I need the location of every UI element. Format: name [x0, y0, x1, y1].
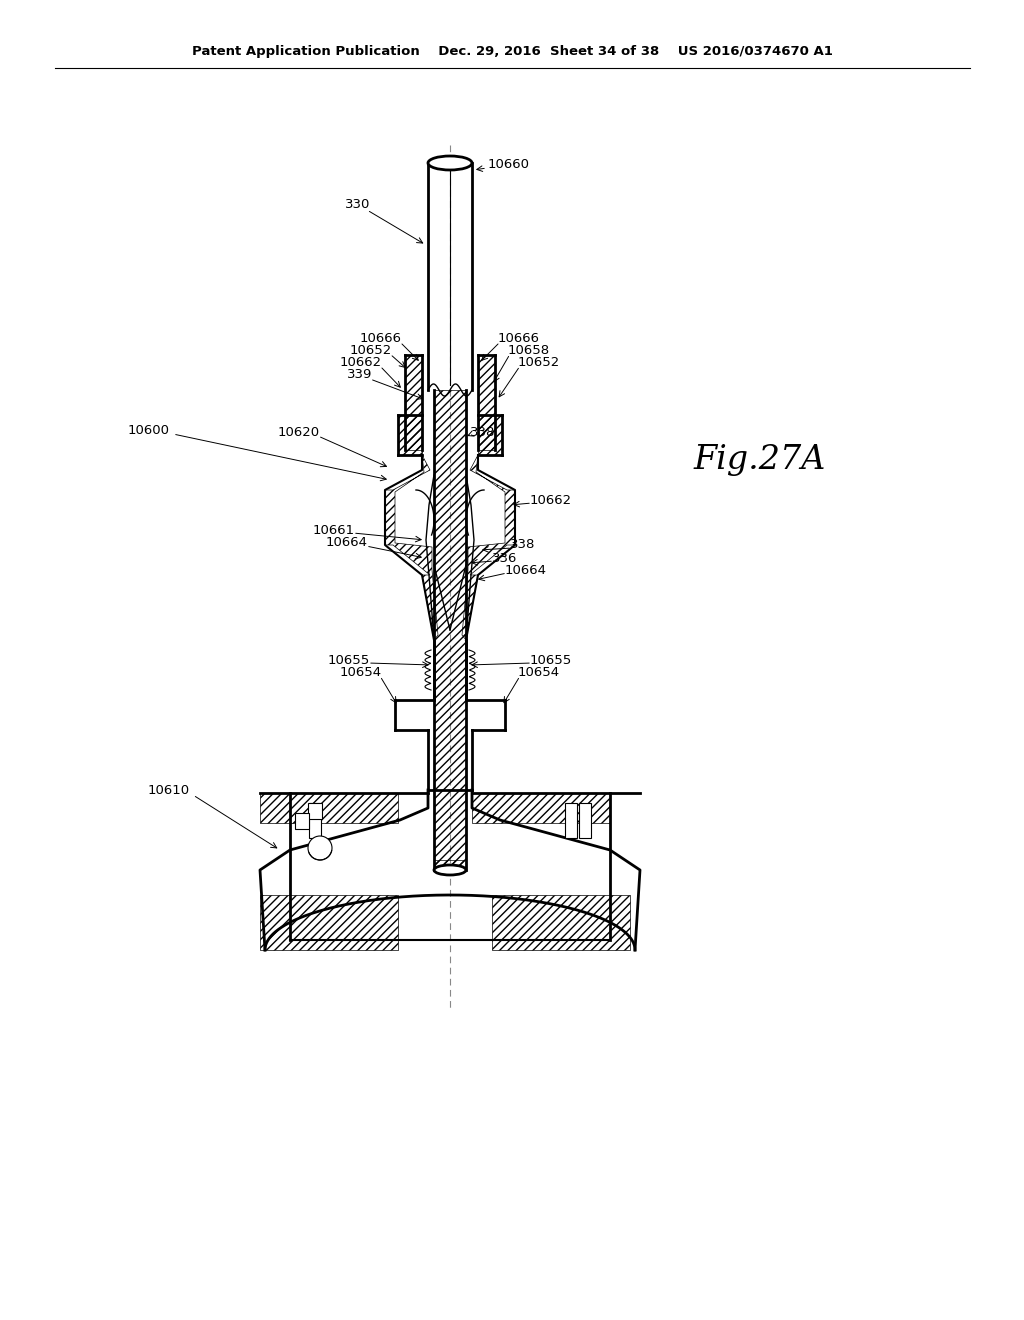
Bar: [260, 895, 398, 950]
Ellipse shape: [428, 156, 472, 170]
Bar: [295, 813, 309, 829]
Bar: [492, 895, 630, 950]
Text: 10661: 10661: [313, 524, 355, 536]
Text: 10654: 10654: [518, 667, 560, 680]
Ellipse shape: [434, 865, 466, 875]
Text: 10662: 10662: [340, 355, 382, 368]
Text: 338: 338: [470, 425, 496, 438]
Text: 10652: 10652: [518, 355, 560, 368]
Bar: [434, 861, 466, 870]
Text: 10666: 10666: [498, 331, 540, 345]
Text: 10664: 10664: [326, 536, 368, 549]
Circle shape: [308, 836, 332, 861]
Text: 336: 336: [492, 552, 517, 565]
Text: 10600: 10600: [128, 424, 170, 437]
Bar: [478, 414, 502, 455]
Text: 10610: 10610: [147, 784, 190, 796]
Text: 10666: 10666: [360, 331, 402, 345]
Bar: [398, 414, 422, 455]
Text: 10652: 10652: [350, 343, 392, 356]
Text: 10655: 10655: [530, 653, 572, 667]
Text: 338: 338: [510, 539, 536, 552]
Text: 10654: 10654: [340, 667, 382, 680]
Text: Fig.27A: Fig.27A: [694, 444, 826, 477]
Bar: [406, 355, 422, 450]
Bar: [579, 803, 591, 838]
Text: 10620: 10620: [278, 425, 319, 438]
Text: 10658: 10658: [508, 343, 550, 356]
Bar: [565, 803, 577, 838]
Bar: [472, 793, 610, 822]
Text: 10662: 10662: [530, 494, 572, 507]
Bar: [434, 389, 466, 870]
Text: 10655: 10655: [328, 653, 370, 667]
Text: Patent Application Publication    Dec. 29, 2016  Sheet 34 of 38    US 2016/03746: Patent Application Publication Dec. 29, …: [191, 45, 833, 58]
Bar: [308, 803, 322, 818]
Bar: [260, 793, 398, 822]
Text: 10664: 10664: [505, 564, 547, 577]
Text: 330: 330: [345, 198, 370, 211]
Text: 10660: 10660: [488, 158, 530, 172]
Bar: [478, 355, 495, 450]
Bar: [309, 803, 321, 838]
Text: 339: 339: [347, 368, 372, 381]
